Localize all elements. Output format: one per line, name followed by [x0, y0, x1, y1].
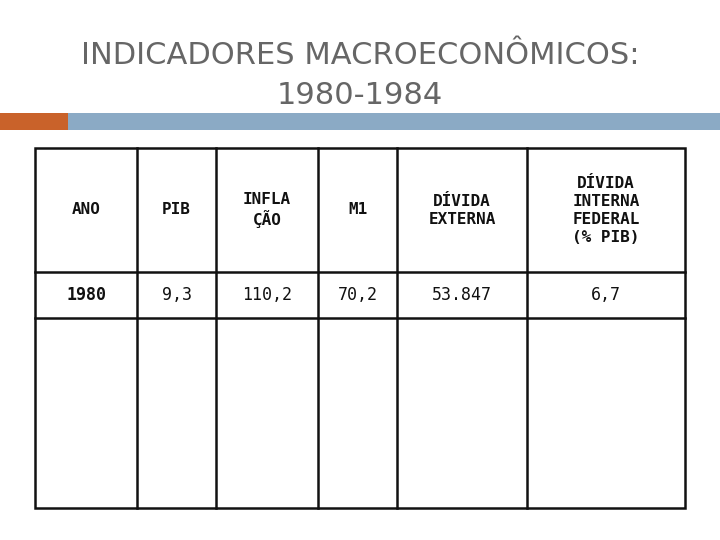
Bar	[35, 148, 685, 508]
Text: 70,2: 70,2	[338, 286, 378, 304]
Text: 9,3: 9,3	[161, 286, 192, 304]
Text: 53.847: 53.847	[432, 286, 492, 304]
Text: DÍVIDA
EXTERNA: DÍVIDA EXTERNA	[428, 193, 496, 226]
Text: 1980-1984: 1980-1984	[277, 80, 443, 110]
Bar	[68, 113, 720, 130]
Text: ANO: ANO	[71, 202, 101, 218]
Text: INDICADORES MACROECONÔMICOS:: INDICADORES MACROECONÔMICOS:	[81, 40, 639, 70]
Text: 6,7: 6,7	[591, 286, 621, 304]
Bar	[0, 113, 68, 130]
Text: DÍVIDA
INTERNA
FEDERAL
(% PIB): DÍVIDA INTERNA FEDERAL (% PIB)	[572, 176, 640, 245]
Text: 110,2: 110,2	[242, 286, 292, 304]
Text: 1980: 1980	[66, 286, 106, 304]
Text: PIB: PIB	[162, 202, 191, 218]
Text: M1: M1	[348, 202, 367, 218]
Text: INFLA
ÇÃO: INFLA ÇÃO	[243, 192, 291, 228]
